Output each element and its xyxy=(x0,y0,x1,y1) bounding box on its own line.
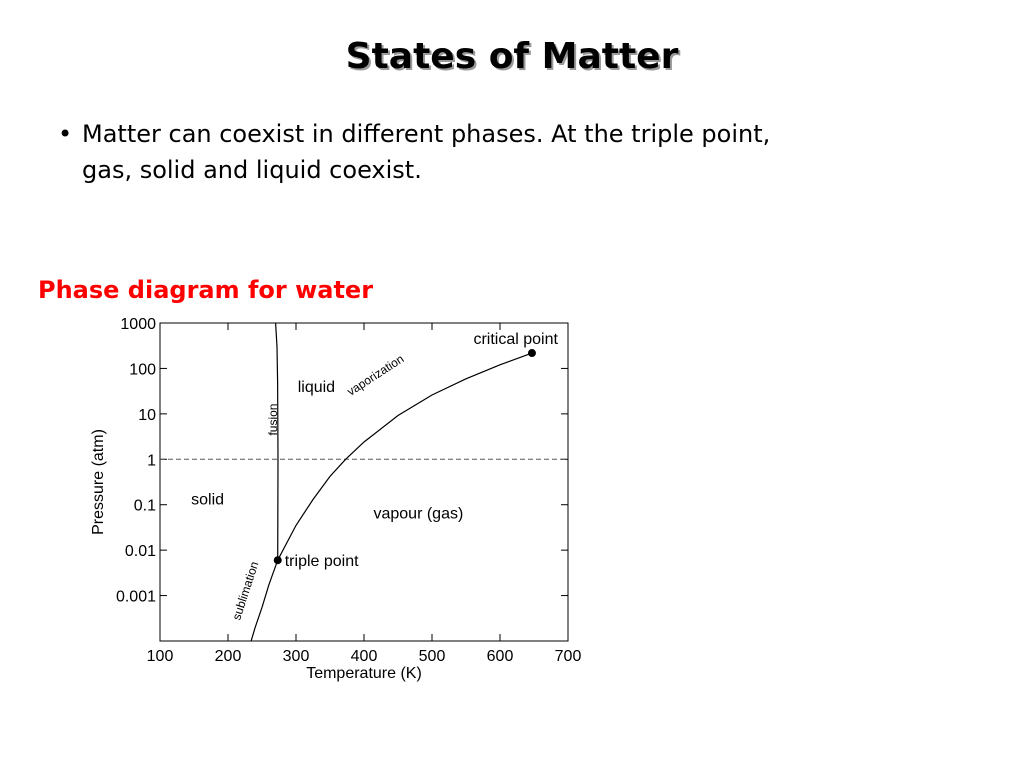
x-tick-label: 600 xyxy=(487,648,514,665)
vaporization-curve xyxy=(277,352,533,561)
phase-boundaries xyxy=(160,323,568,641)
y-axis-label: Pressure (atm) xyxy=(90,429,107,535)
x-tick-label: 400 xyxy=(351,648,378,665)
y-tick-label: 10 xyxy=(138,407,156,424)
chart-caption: Phase diagram for water xyxy=(38,276,374,304)
sublimation-curve xyxy=(250,559,279,641)
region-label-liquid: liquid xyxy=(298,379,335,396)
critical-point-marker xyxy=(527,349,536,358)
region-label-solid: solid xyxy=(191,492,224,509)
triple-point-marker xyxy=(273,556,282,565)
triple-point-label: triple point xyxy=(285,553,359,570)
x-axis-label: Temperature (K) xyxy=(306,665,422,682)
plot-frame xyxy=(159,322,569,642)
critical-point-label: critical point xyxy=(473,331,558,348)
x-tick-label: 300 xyxy=(283,648,310,665)
fusion-label: fusion xyxy=(266,404,280,436)
bullet-list: • Matter can coexist in different phases… xyxy=(58,116,818,188)
x-tick-label: 100 xyxy=(147,648,174,665)
axis-ticks: 100 200 300 400 500 600 700 0.001 0.01 0.1 1 10 100 1… xyxy=(116,316,581,665)
y-tick-label: 0.01 xyxy=(125,543,156,560)
chart-labels: vaporization fusion sublimation triple poin… xyxy=(191,331,558,622)
bullet-text: Matter can coexist in different phases. … xyxy=(82,120,771,184)
y-tick-label: 100 xyxy=(129,361,156,378)
sublimation-label: sublimation xyxy=(229,560,261,622)
y-tick-label: 0.1 xyxy=(134,498,156,515)
x-tick-label: 700 xyxy=(555,648,582,665)
slide-title: States of Matter xyxy=(345,36,679,77)
y-tick-label: 1000 xyxy=(120,316,156,333)
vaporization-label: vaporization xyxy=(344,352,406,399)
y-tick-label: 1 xyxy=(147,452,156,469)
x-tick-label: 200 xyxy=(215,648,242,665)
fusion-curve xyxy=(275,323,279,561)
bullet-mark: • xyxy=(58,120,73,148)
region-label-vapour: vapour (gas) xyxy=(373,505,463,522)
y-tick-label: 0.001 xyxy=(116,589,156,606)
x-tick-label: 500 xyxy=(419,648,446,665)
phase-diagram-chart: 100 200 300 400 500 600 700 0.001 0.01 0.1 1 10 100 1… xyxy=(90,316,581,682)
